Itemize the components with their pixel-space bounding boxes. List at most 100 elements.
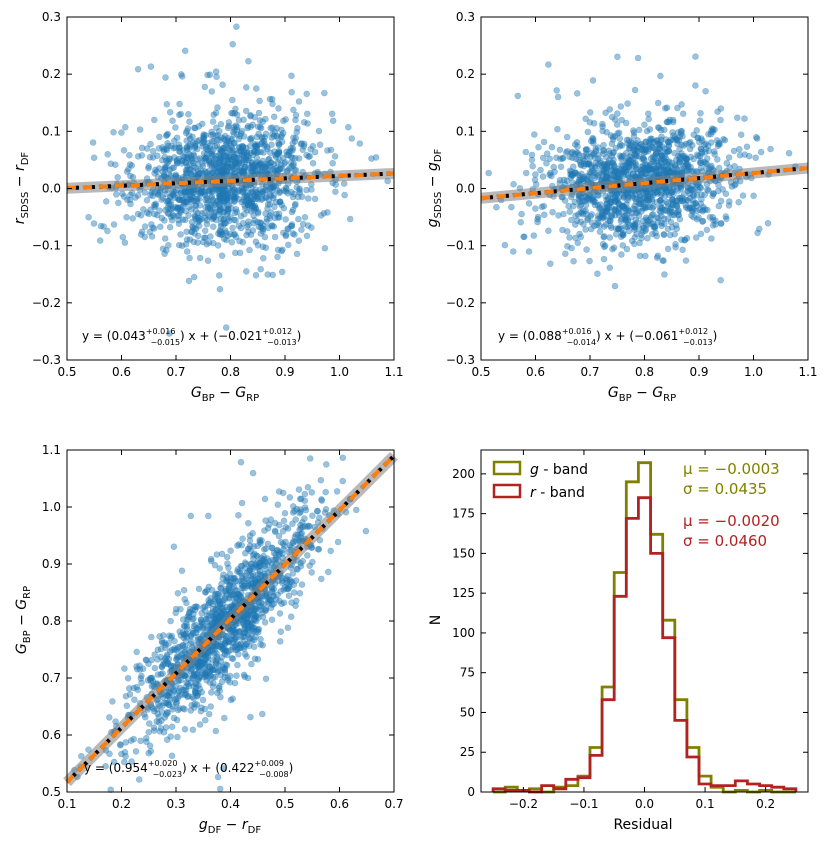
data-point (224, 134, 232, 142)
data-point (202, 169, 210, 176)
x-tick-label: 0.9 (689, 365, 708, 379)
data-point (245, 57, 252, 65)
x-tick-label: −0.1 (569, 797, 598, 811)
data-point (262, 675, 270, 683)
data-point (149, 192, 156, 200)
data-point (278, 126, 285, 134)
data-point (249, 469, 257, 477)
data-point (215, 272, 223, 279)
data-point (217, 215, 225, 223)
data-point (259, 188, 266, 196)
data-point (192, 142, 199, 150)
data-point (109, 698, 116, 705)
data-point (245, 221, 252, 229)
data-point (252, 85, 260, 92)
data-point (224, 137, 232, 145)
data-point (297, 521, 304, 529)
data-point (322, 505, 330, 513)
data-point (254, 190, 262, 198)
data-point (235, 160, 242, 168)
data-point (269, 186, 276, 194)
data-point (244, 148, 251, 156)
data-point (721, 136, 729, 144)
data-point (283, 151, 291, 159)
data-point (198, 210, 206, 217)
data-point (702, 87, 709, 95)
data-point (202, 131, 209, 139)
data-point (184, 163, 191, 170)
data-point (175, 144, 183, 152)
data-point (200, 134, 207, 141)
data-point (553, 87, 561, 94)
data-point (221, 666, 229, 674)
data-point (259, 166, 266, 173)
data-point (316, 141, 324, 148)
data-point (261, 165, 268, 173)
data-point (634, 54, 642, 62)
data-point (194, 137, 201, 145)
data-point (217, 205, 225, 213)
data-point (251, 192, 259, 200)
data-point (220, 208, 227, 216)
data-point (225, 153, 232, 161)
data-point (656, 197, 664, 205)
data-point (222, 141, 230, 149)
data-point (174, 194, 182, 202)
data-point (264, 201, 272, 208)
data-point (277, 161, 285, 169)
data-point (274, 253, 281, 261)
data-point (339, 477, 347, 485)
data-point (261, 619, 269, 626)
data-point (285, 592, 293, 600)
data-point (183, 169, 191, 177)
data-point (282, 116, 290, 123)
data-point (183, 630, 190, 637)
data-point (243, 569, 251, 577)
data-point (291, 155, 299, 162)
data-point (239, 535, 246, 543)
data-point (300, 119, 308, 126)
data-point (259, 254, 267, 262)
data-point (254, 655, 262, 663)
data-point (286, 576, 294, 584)
data-point (699, 218, 706, 225)
data-point (176, 111, 183, 119)
data-point (186, 161, 194, 168)
data-point (324, 568, 332, 576)
data-point (238, 127, 246, 135)
data-point (236, 249, 244, 257)
data-point (107, 160, 115, 167)
data-point (218, 147, 225, 154)
data-point (219, 154, 227, 161)
data-point (137, 212, 145, 219)
data-point (275, 105, 282, 112)
data-point (339, 454, 347, 462)
data-point (216, 598, 223, 606)
data-point (204, 139, 212, 147)
data-point (501, 241, 509, 249)
data-point (764, 220, 772, 227)
data-point (204, 71, 211, 79)
data-point (195, 585, 203, 593)
data-point (182, 129, 190, 137)
data-point (537, 166, 544, 174)
data-point (606, 264, 614, 272)
data-point (677, 128, 685, 135)
data-point (625, 207, 633, 215)
data-point (274, 246, 282, 254)
data-point (532, 205, 539, 212)
x-tick-label: 0.8 (221, 365, 240, 379)
data-point (279, 489, 287, 497)
data-point (158, 708, 166, 716)
data-point (579, 210, 587, 218)
data-point (223, 192, 231, 200)
data-point (190, 163, 197, 170)
data-point (215, 661, 222, 669)
data-point (538, 203, 546, 211)
y-tick-label: 0.8 (42, 614, 61, 628)
data-point (600, 141, 607, 149)
data-point (185, 196, 193, 203)
legend-label-r: r - band (530, 485, 585, 501)
data-point (580, 162, 588, 170)
data-point (233, 159, 240, 167)
